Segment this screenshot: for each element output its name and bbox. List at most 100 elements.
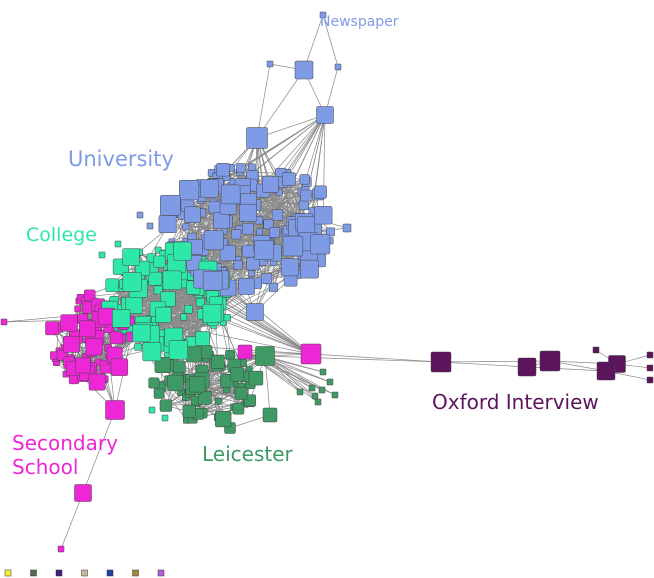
node-university <box>269 227 281 238</box>
label-oxford-interview: Oxford Interview <box>432 390 599 414</box>
node-university <box>314 206 333 225</box>
edge <box>310 353 442 363</box>
node-college <box>162 270 182 290</box>
edges <box>3 14 651 550</box>
node-university <box>238 278 255 295</box>
node-college <box>184 304 193 314</box>
node-secondary <box>74 305 82 313</box>
node-leicester <box>296 388 304 396</box>
node-secondary <box>60 314 78 332</box>
edge <box>151 320 312 355</box>
node-university <box>231 229 242 240</box>
node-secondary <box>110 358 129 376</box>
node-university <box>282 172 296 187</box>
node-university <box>256 228 263 236</box>
node-newspaper <box>334 63 342 71</box>
label-leicester: Leicester <box>202 442 294 466</box>
node-university <box>313 185 327 199</box>
node-university <box>326 227 335 237</box>
node-oxford <box>646 351 654 359</box>
node-college <box>195 298 205 307</box>
node-college <box>112 309 131 328</box>
node-leicester <box>167 374 184 392</box>
node-college <box>122 272 142 292</box>
node-oxford <box>592 346 600 354</box>
node-leicester <box>153 388 165 399</box>
node-university <box>213 212 230 229</box>
node-university <box>202 270 223 291</box>
label-secondary-school: Secondary School <box>12 431 124 479</box>
node-college <box>134 343 142 351</box>
node-college <box>122 248 140 266</box>
node-university <box>182 223 190 231</box>
edge <box>277 114 326 216</box>
node-university <box>246 303 264 321</box>
node-university <box>271 209 284 221</box>
node-university <box>200 179 219 198</box>
node-university <box>179 180 200 201</box>
node-university <box>297 216 316 235</box>
node-university <box>248 270 255 277</box>
node-university <box>298 200 309 211</box>
legend-swatch <box>106 569 114 577</box>
node-university <box>280 258 299 277</box>
edge <box>202 393 242 414</box>
node-leicester <box>232 402 245 415</box>
edge <box>223 298 312 355</box>
edge <box>202 406 235 414</box>
node-college <box>195 331 210 346</box>
node-college <box>98 251 106 259</box>
edge <box>264 355 442 363</box>
node-university <box>208 200 222 214</box>
node-university <box>146 222 154 230</box>
node-college <box>155 306 172 323</box>
node-leicester <box>225 350 235 360</box>
node-college <box>223 314 231 322</box>
node-university <box>254 240 274 260</box>
node-leicester <box>210 355 225 369</box>
node-college <box>153 255 166 268</box>
node-university <box>233 260 243 270</box>
node-secondary <box>0 318 8 326</box>
node-university <box>160 195 181 216</box>
node-leicester <box>185 346 202 363</box>
edge <box>256 69 305 139</box>
node-oxford <box>517 357 537 377</box>
node-leicester <box>148 377 160 389</box>
node-university <box>219 245 236 262</box>
legend-swatch <box>132 569 139 577</box>
node-college <box>202 303 222 323</box>
node-leicester <box>189 376 206 393</box>
edge <box>264 355 271 416</box>
node-leicester <box>159 399 173 412</box>
node-university <box>268 282 279 292</box>
label-newspaper: Newspaper <box>320 14 399 30</box>
node-secondary <box>109 331 123 345</box>
edge <box>256 114 326 139</box>
node-leicester <box>230 367 245 382</box>
edge <box>161 386 187 421</box>
node-university <box>342 223 352 233</box>
node-leicester <box>248 370 264 386</box>
edge <box>256 63 271 139</box>
node-university <box>220 184 241 205</box>
edge <box>82 409 116 494</box>
node-leicester <box>319 368 327 376</box>
node-leicester <box>234 387 248 400</box>
node-college <box>153 285 163 295</box>
node-leicester <box>173 360 186 373</box>
node-secondary <box>79 320 96 338</box>
edge <box>3 312 108 323</box>
node-university <box>184 206 201 223</box>
node-oxford <box>646 376 654 384</box>
edge <box>440 361 528 368</box>
node-oxford <box>430 351 452 373</box>
node-college <box>173 241 192 261</box>
node-university <box>299 174 310 185</box>
node-secondary <box>85 338 103 356</box>
edge <box>322 14 339 68</box>
node-secondary <box>63 335 80 353</box>
node-university <box>203 230 224 251</box>
node-college <box>114 240 122 248</box>
